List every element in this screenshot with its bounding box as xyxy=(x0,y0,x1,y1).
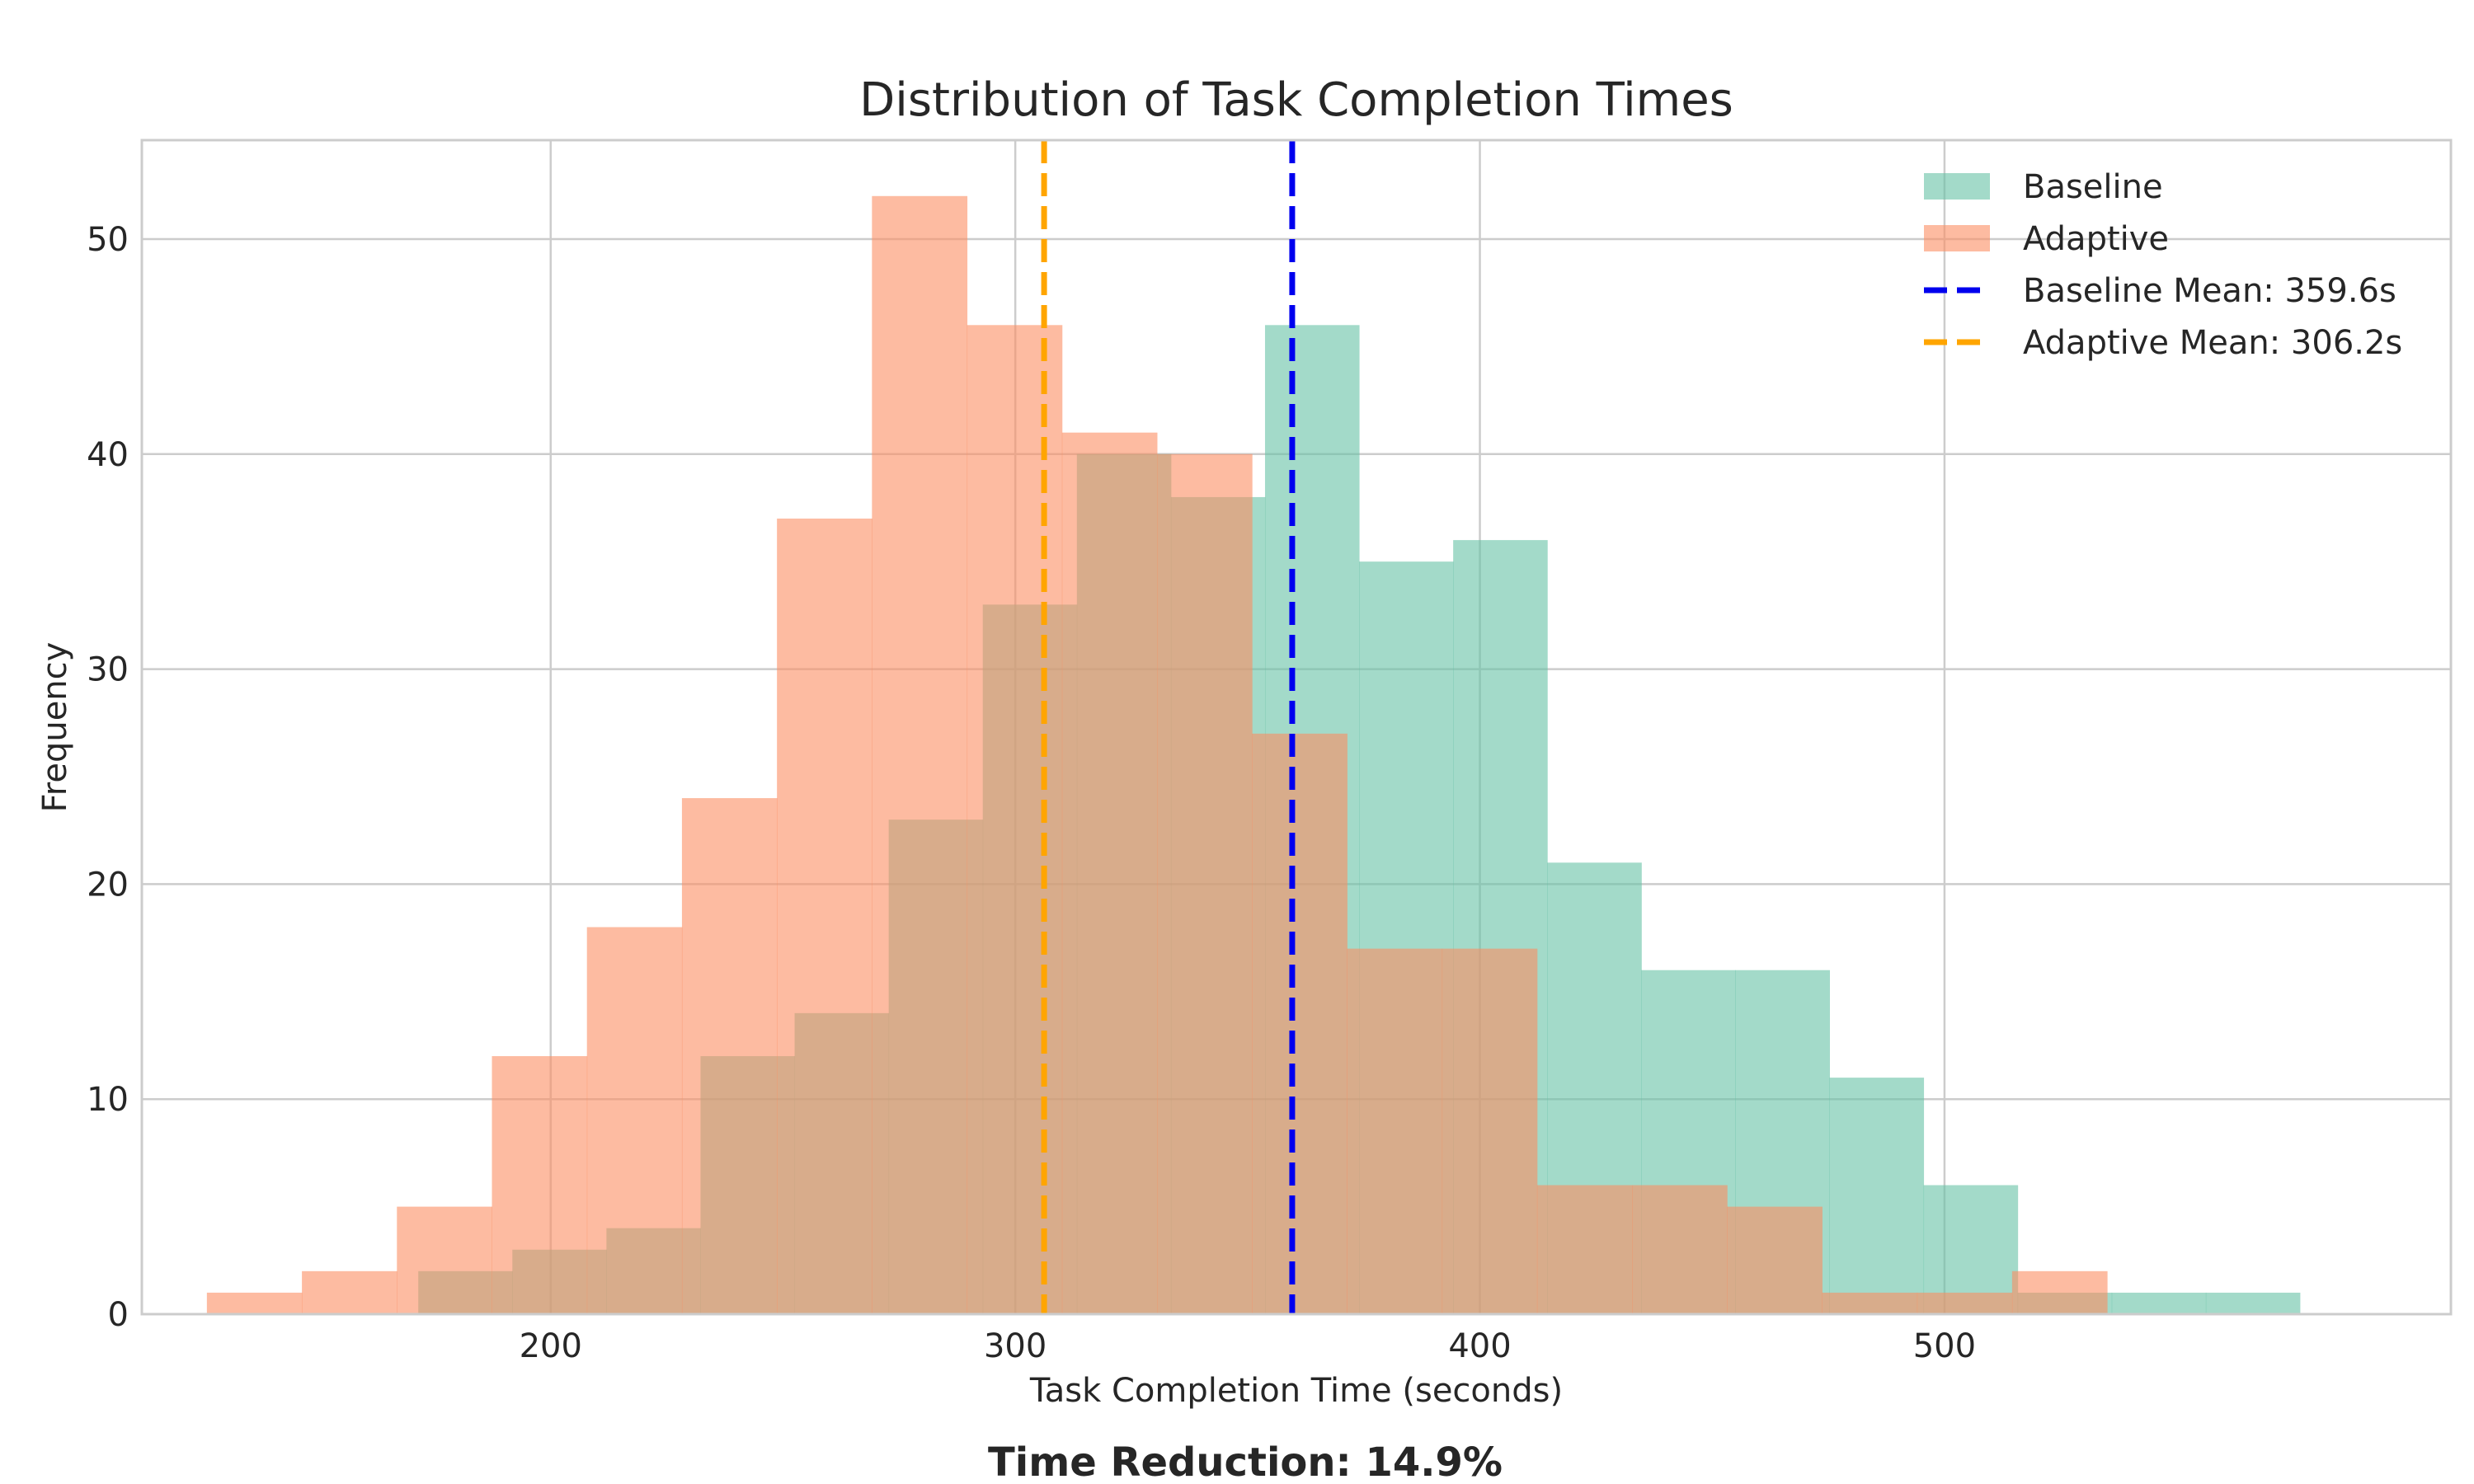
adaptive-bar xyxy=(492,1056,588,1314)
tick-labels: 200 300 400 500 0 10 20 30 40 50 xyxy=(87,221,1976,1365)
y-tick-label: 40 xyxy=(87,436,129,474)
adaptive-bar xyxy=(397,1206,493,1314)
legend: Baseline Adaptive Baseline Mean: 359.6s Ada… xyxy=(1924,168,2402,362)
adaptive-bar xyxy=(1727,1206,1823,1314)
adaptive-bar xyxy=(1061,432,1158,1314)
legend-label: Adaptive xyxy=(2023,220,2169,258)
y-axis-label: Frequency xyxy=(36,642,74,813)
adaptive-bar xyxy=(1156,453,1253,1314)
y-tick-label: 30 xyxy=(87,651,129,689)
x-tick-label: 500 xyxy=(1913,1327,1976,1365)
adaptive-bar xyxy=(1347,948,1443,1314)
y-tick-label: 50 xyxy=(87,221,129,259)
adaptive-bar xyxy=(872,195,968,1314)
baseline-bar xyxy=(2205,1292,2301,1314)
x-axis-label: Task Completion Time (seconds) xyxy=(1029,1372,1563,1410)
adaptive-bar xyxy=(1822,1292,1918,1314)
adaptive-bar xyxy=(1632,1185,1728,1314)
adaptive-bar xyxy=(1442,948,1538,1314)
baseline-bar xyxy=(1829,1078,1925,1314)
time-reduction-label: Time Reduction: 14.9% xyxy=(988,1439,1503,1484)
adaptive-bar xyxy=(681,798,778,1314)
y-tick-label: 20 xyxy=(87,866,129,904)
y-tick-label: 0 xyxy=(108,1296,129,1334)
legend-label: Baseline xyxy=(2023,168,2163,206)
adaptive-bar xyxy=(2011,1270,2108,1314)
plot-frame xyxy=(140,139,2453,1316)
adaptive-bar xyxy=(1536,1185,1633,1314)
legend-swatch xyxy=(1924,225,1990,251)
adaptive-bar xyxy=(586,927,683,1314)
adaptive-histogram xyxy=(206,195,2108,1315)
x-tick-label: 400 xyxy=(1448,1327,1511,1365)
adaptive-bar xyxy=(777,519,872,1314)
baseline-bar xyxy=(2111,1292,2207,1314)
adaptive-bar xyxy=(1917,1292,2013,1314)
adaptive-bar xyxy=(302,1270,397,1314)
adaptive-bar xyxy=(967,325,1063,1315)
x-tick-label: 300 xyxy=(984,1327,1047,1365)
legend-swatch xyxy=(1924,173,1990,200)
adaptive-bar xyxy=(206,1292,303,1314)
legend-label: Baseline Mean: 359.6s xyxy=(2023,272,2396,310)
adaptive-bar xyxy=(1252,733,1348,1314)
mean-lines xyxy=(1041,140,1296,1314)
chart-title: Distribution of Task Completion Times xyxy=(859,73,1733,127)
y-tick-label: 10 xyxy=(87,1081,129,1119)
x-tick-label: 200 xyxy=(520,1327,582,1365)
legend-label: Adaptive Mean: 306.2s xyxy=(2023,324,2402,362)
